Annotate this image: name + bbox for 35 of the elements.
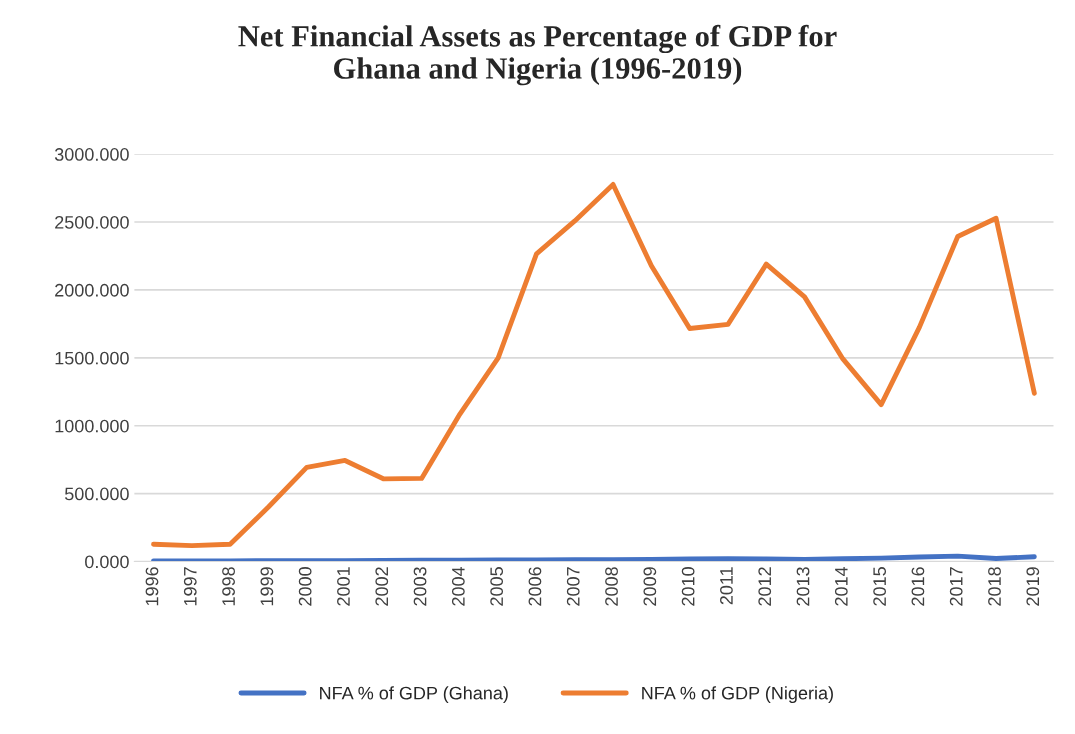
- y-tick-label: 500.000: [64, 487, 129, 501]
- x-tick-label: 2018: [988, 567, 1001, 606]
- x-tick-label: 2017: [949, 567, 963, 606]
- x-tick-label: 2001: [337, 567, 350, 606]
- x-tick-label: 2007: [566, 567, 580, 606]
- x-tick-label: 2019: [1026, 567, 1040, 606]
- x-tick-label: 1996: [145, 567, 159, 606]
- x-tick-label: 2004: [451, 566, 465, 606]
- x-tick-label: 2000: [298, 567, 312, 606]
- legend-label: NFA % of GDP (Ghana): [320, 686, 508, 704]
- y-tick-label: 1000.000: [55, 419, 129, 433]
- x-tick-label: 2015: [873, 567, 887, 606]
- x-tick-label: 2002: [375, 567, 389, 606]
- legend-label: NFA % of GDP (Nigeria): [642, 686, 833, 704]
- chart-title: Net Financial Assets as Percentage of GDP for Ghana and Nigeria (1996-2019): [238, 24, 837, 86]
- x-tick-label: 1999: [260, 567, 274, 606]
- y-tick-label: 0.000: [85, 555, 129, 569]
- x-tick-label: 2011: [720, 567, 733, 605]
- x-tick-label: 2003: [413, 567, 427, 606]
- x-tick-label: 2009: [643, 567, 657, 606]
- x-tick-label: 2016: [911, 567, 925, 606]
- x-tick-label: 2012: [758, 567, 772, 606]
- x-tick-label: 2008: [605, 567, 618, 606]
- y-tick-label: 1500.000: [55, 351, 129, 365]
- x-tick-label: 2005: [490, 567, 504, 606]
- x-tick-label: 2013: [796, 567, 810, 606]
- y-tick-label: 2500.000: [55, 215, 129, 229]
- x-tick-label: 2014: [834, 566, 848, 606]
- y-tick-label: 3000.000: [54, 148, 129, 161]
- y-tick-label: 2000.000: [55, 283, 129, 297]
- x-tick-label: 1997: [183, 567, 197, 606]
- line-series: [151, 181, 1037, 549]
- x-tick-label: 2010: [681, 567, 695, 606]
- x-tick-label: 1998: [222, 567, 235, 606]
- x-tick-label: 2006: [528, 567, 542, 606]
